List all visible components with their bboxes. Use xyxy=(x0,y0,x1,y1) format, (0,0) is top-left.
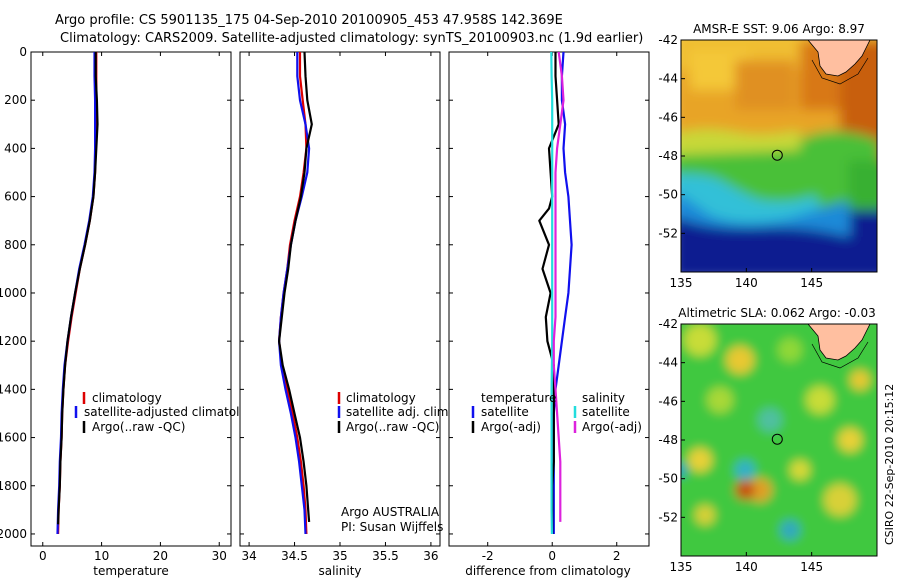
bathymetry-contour xyxy=(811,341,869,369)
map-y-tick-label: -50 xyxy=(658,188,678,202)
x-tick-label: 10 xyxy=(94,549,109,563)
map-y-tick-label: -52 xyxy=(658,226,678,240)
argo-float-marker xyxy=(771,433,783,445)
legend-label-temp-satellite: satellite xyxy=(481,405,529,419)
difference-axis-ticks xyxy=(449,51,649,546)
temperature-axes-frame xyxy=(30,51,232,547)
sla-map-axes: 135 140 145 -42 -44 -46 -48 -50 -52 xyxy=(658,317,823,574)
legend-label-sal-argo: Argo(-adj) xyxy=(582,420,642,434)
map-y-tick-label: -42 xyxy=(658,33,678,47)
temperature-xlabel: temperature xyxy=(93,564,168,578)
temperature-series-lines xyxy=(56,52,99,535)
map-y-tick-label: -44 xyxy=(658,356,678,370)
x-tick-label: 2 xyxy=(613,549,621,563)
depth-tick-label: 600 xyxy=(4,190,27,204)
x-tick-label: 34 xyxy=(241,549,256,563)
x-tick-label: 0 xyxy=(548,549,556,563)
salinity-x-tick-labels: 34 34.5 35 35.5 36 xyxy=(241,549,438,563)
difference-legend: temperature salinity satellite Argo(-adj… xyxy=(471,391,642,434)
map-y-tick-label: -46 xyxy=(658,110,678,124)
depth-tick-label: 800 xyxy=(4,238,27,252)
legend-header-salinity: salinity xyxy=(582,391,625,405)
temperature-x-tick-labels: 0 10 20 30 xyxy=(39,549,227,563)
legend-label-argo: Argo(..raw -QC) xyxy=(92,420,185,434)
legend-label-argo: Argo(..raw -QC) xyxy=(346,420,439,434)
sst-map-axes: 135 140 145 -42 -44 -46 -48 -50 -52 xyxy=(658,33,823,290)
map-x-tick-label: 135 xyxy=(670,276,693,290)
bathymetry-contour xyxy=(811,57,869,85)
annotation-argo-australia: Argo AUSTRALIA xyxy=(341,505,440,519)
map-y-tick-label: -52 xyxy=(658,510,678,524)
difference-xlabel: difference from climatology xyxy=(465,564,631,578)
header-line-2: Climatology: CARS2009. Satellite-adjuste… xyxy=(60,31,643,46)
x-tick-label: 36 xyxy=(423,549,438,563)
depth-tick-label: 1800 xyxy=(0,479,27,493)
x-tick-label: -2 xyxy=(482,549,494,563)
temperature-legend: climatology satellite-adjusted climatolo… xyxy=(74,391,262,434)
series-line-temperature-argo-adj- xyxy=(538,52,560,534)
tasmania-land xyxy=(807,324,871,361)
depth-tick-label: 200 xyxy=(4,93,27,107)
x-tick-label: 30 xyxy=(212,549,227,563)
x-tick-label: 34.5 xyxy=(281,549,308,563)
legend-header-temperature: temperature xyxy=(481,391,556,405)
legend-label-climatology: climatology xyxy=(92,391,162,405)
salinity-xlabel: salinity xyxy=(318,564,361,578)
sst-map-title: AMSR-E SST: 9.06 Argo: 8.97 xyxy=(693,22,865,36)
salinity-legend: climatology satellite adj. clim. Argo(..… xyxy=(337,391,452,434)
map-x-tick-label: 145 xyxy=(800,560,823,574)
temperature-panel: 0 200 400 600 800 1000 1200 1400 1600 1800 2000 0 1… xyxy=(0,45,262,578)
legend-label-sal-satellite: satellite xyxy=(582,405,630,419)
tasmania-land xyxy=(807,40,871,77)
map-x-tick-label: 140 xyxy=(735,276,758,290)
depth-axis-labels: 0 200 400 600 800 1000 1200 1400 1600 1800 2000 xyxy=(0,45,27,541)
map-x-tick-label: 135 xyxy=(670,560,693,574)
map-y-tick-label: -50 xyxy=(658,472,678,486)
salinity-series-lines xyxy=(278,51,313,535)
sst-heatmap xyxy=(681,40,877,272)
salinity-panel: 34 34.5 35 35.5 36 salinity climatology sate… xyxy=(239,51,452,578)
series-line-argo-raw-qc- xyxy=(278,51,313,522)
salinity-axes-frame xyxy=(239,51,441,547)
x-tick-label: 20 xyxy=(153,549,168,563)
temperature-axis-ticks xyxy=(31,51,231,546)
map-x-tick-label: 140 xyxy=(735,560,758,574)
legend-label-satellite: satellite adj. clim. xyxy=(346,405,452,419)
annotation-pi: PI: Susan Wijffels xyxy=(341,520,443,534)
x-tick-label: 35 xyxy=(332,549,347,563)
series-line-salinity-satellite xyxy=(550,51,554,535)
map-y-tick-label: -48 xyxy=(658,149,678,163)
x-tick-label: 0 xyxy=(39,549,47,563)
legend-label-satellite: satellite-adjusted climatology xyxy=(84,405,262,419)
depth-tick-label: 2000 xyxy=(0,527,27,541)
header-line-1: Argo profile: CS 5901135_175 04-Sep-2010… xyxy=(55,13,563,28)
difference-series-lines xyxy=(538,51,573,535)
series-line-argo-raw-qc- xyxy=(57,52,99,525)
sla-map-title: Altimetric SLA: 0.062 Argo: -0.03 xyxy=(678,306,875,320)
depth-tick-label: 1000 xyxy=(0,286,27,300)
depth-tick-label: 1600 xyxy=(0,431,27,445)
sla-heatmap xyxy=(681,324,877,556)
legend-label-temp-argo: Argo(-adj) xyxy=(481,420,541,434)
map-y-tick-label: -46 xyxy=(658,394,678,408)
difference-panel: -2 0 2 difference from climatology tempera… xyxy=(448,51,650,578)
map-y-tick-label: -48 xyxy=(658,433,678,447)
series-line-salinity-argo-adj- xyxy=(552,51,565,522)
argo-float-marker xyxy=(771,149,783,161)
depth-tick-label: 400 xyxy=(4,141,27,155)
csiro-timestamp: CSIRO 22-Sep-2010 20:15:12 xyxy=(883,384,896,545)
map-y-tick-label: -42 xyxy=(658,317,678,331)
sla-map-panel: Altimetric SLA: 0.062 Argo: -0.03 xyxy=(658,306,878,574)
difference-x-tick-labels: -2 0 2 xyxy=(482,549,621,563)
depth-tick-label: 1200 xyxy=(0,334,27,348)
depth-tick-label: 0 xyxy=(19,45,27,59)
legend-label-climatology: climatology xyxy=(346,391,416,405)
x-tick-label: 35.5 xyxy=(372,549,399,563)
map-y-tick-label: -44 xyxy=(658,72,678,86)
salinity-axis-ticks xyxy=(240,51,440,546)
map-x-tick-label: 145 xyxy=(800,276,823,290)
sst-map-panel: AMSR-E SST: 9.06 Argo: 8.97 1 xyxy=(658,22,878,290)
depth-tick-label: 1400 xyxy=(0,382,27,396)
